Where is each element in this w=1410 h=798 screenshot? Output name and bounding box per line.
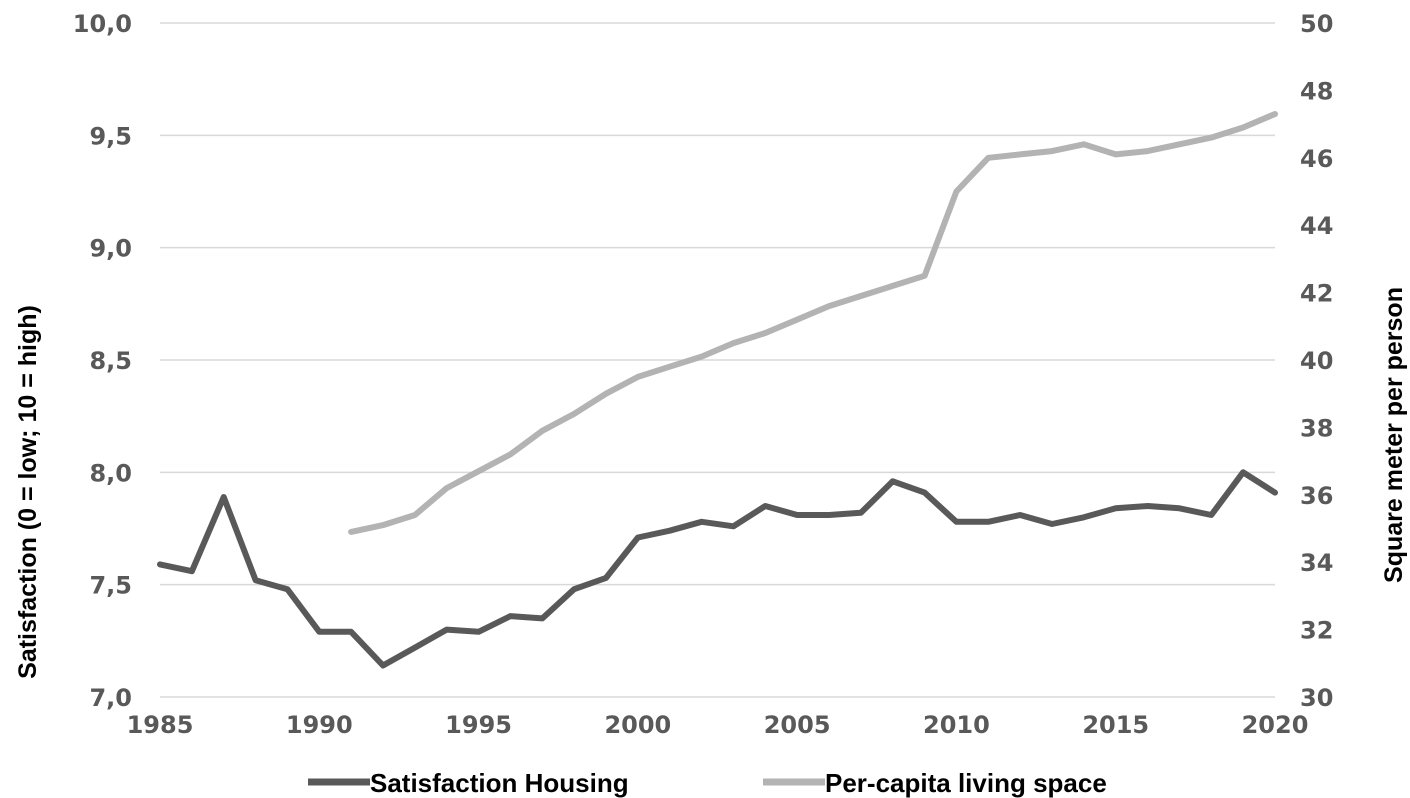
x-axis-ticks: 1985 1990 1995 2000 2005 2010 2015 2020 xyxy=(127,711,1309,739)
legend-label-satisfaction-housing: Satisfaction Housing xyxy=(370,768,629,798)
x-tick-label: 1990 xyxy=(286,711,353,739)
left-tick-label: 10,0 xyxy=(73,10,132,38)
left-tick-label: 7,0 xyxy=(89,684,132,712)
left-tick-label: 8,0 xyxy=(89,459,132,487)
left-tick-label: 8,5 xyxy=(89,347,132,375)
left-axis-title: Satisfaction (0 = low; 10 = high) xyxy=(14,305,42,679)
legend: Satisfaction Housing Per-capita living s… xyxy=(308,768,1107,798)
left-axis-ticks: 10,0 9,5 9,0 8,5 8,0 7,5 7,0 xyxy=(73,10,132,712)
x-tick-label: 2015 xyxy=(1082,711,1149,739)
x-tick-label: 2005 xyxy=(764,711,831,739)
x-tick-label: 2000 xyxy=(604,711,671,739)
series-lines xyxy=(157,111,1278,669)
right-tick-label: 32 xyxy=(1300,617,1333,645)
right-tick-label: 44 xyxy=(1300,212,1333,240)
left-tick-label: 9,0 xyxy=(89,235,132,263)
right-tick-label: 30 xyxy=(1300,684,1333,712)
gridlines xyxy=(160,22,1275,698)
x-tick-label: 2020 xyxy=(1242,711,1309,739)
right-tick-label: 38 xyxy=(1300,414,1333,442)
right-tick-label: 48 xyxy=(1300,77,1333,105)
left-tick-label: 7,5 xyxy=(89,572,132,600)
x-tick-label: 1985 xyxy=(127,711,194,739)
x-tick-label: 2010 xyxy=(923,711,990,739)
right-axis-ticks: 50 48 46 44 42 40 38 36 34 32 30 xyxy=(1300,10,1333,712)
legend-label-per-capita-living-space: Per-capita living space xyxy=(825,768,1107,798)
right-tick-label: 46 xyxy=(1300,145,1333,173)
right-tick-label: 42 xyxy=(1300,280,1333,308)
right-tick-label: 36 xyxy=(1300,482,1333,510)
right-tick-label: 40 xyxy=(1300,347,1333,375)
right-axis-title: Square meter per person xyxy=(1380,287,1408,583)
left-tick-label: 9,5 xyxy=(89,122,132,150)
right-tick-label: 50 xyxy=(1300,10,1333,38)
series-line-per-capita-living-space xyxy=(348,111,1278,535)
series-line-satisfaction-housing xyxy=(157,469,1278,669)
right-tick-label: 34 xyxy=(1300,549,1333,577)
x-tick-label: 1995 xyxy=(445,711,512,739)
